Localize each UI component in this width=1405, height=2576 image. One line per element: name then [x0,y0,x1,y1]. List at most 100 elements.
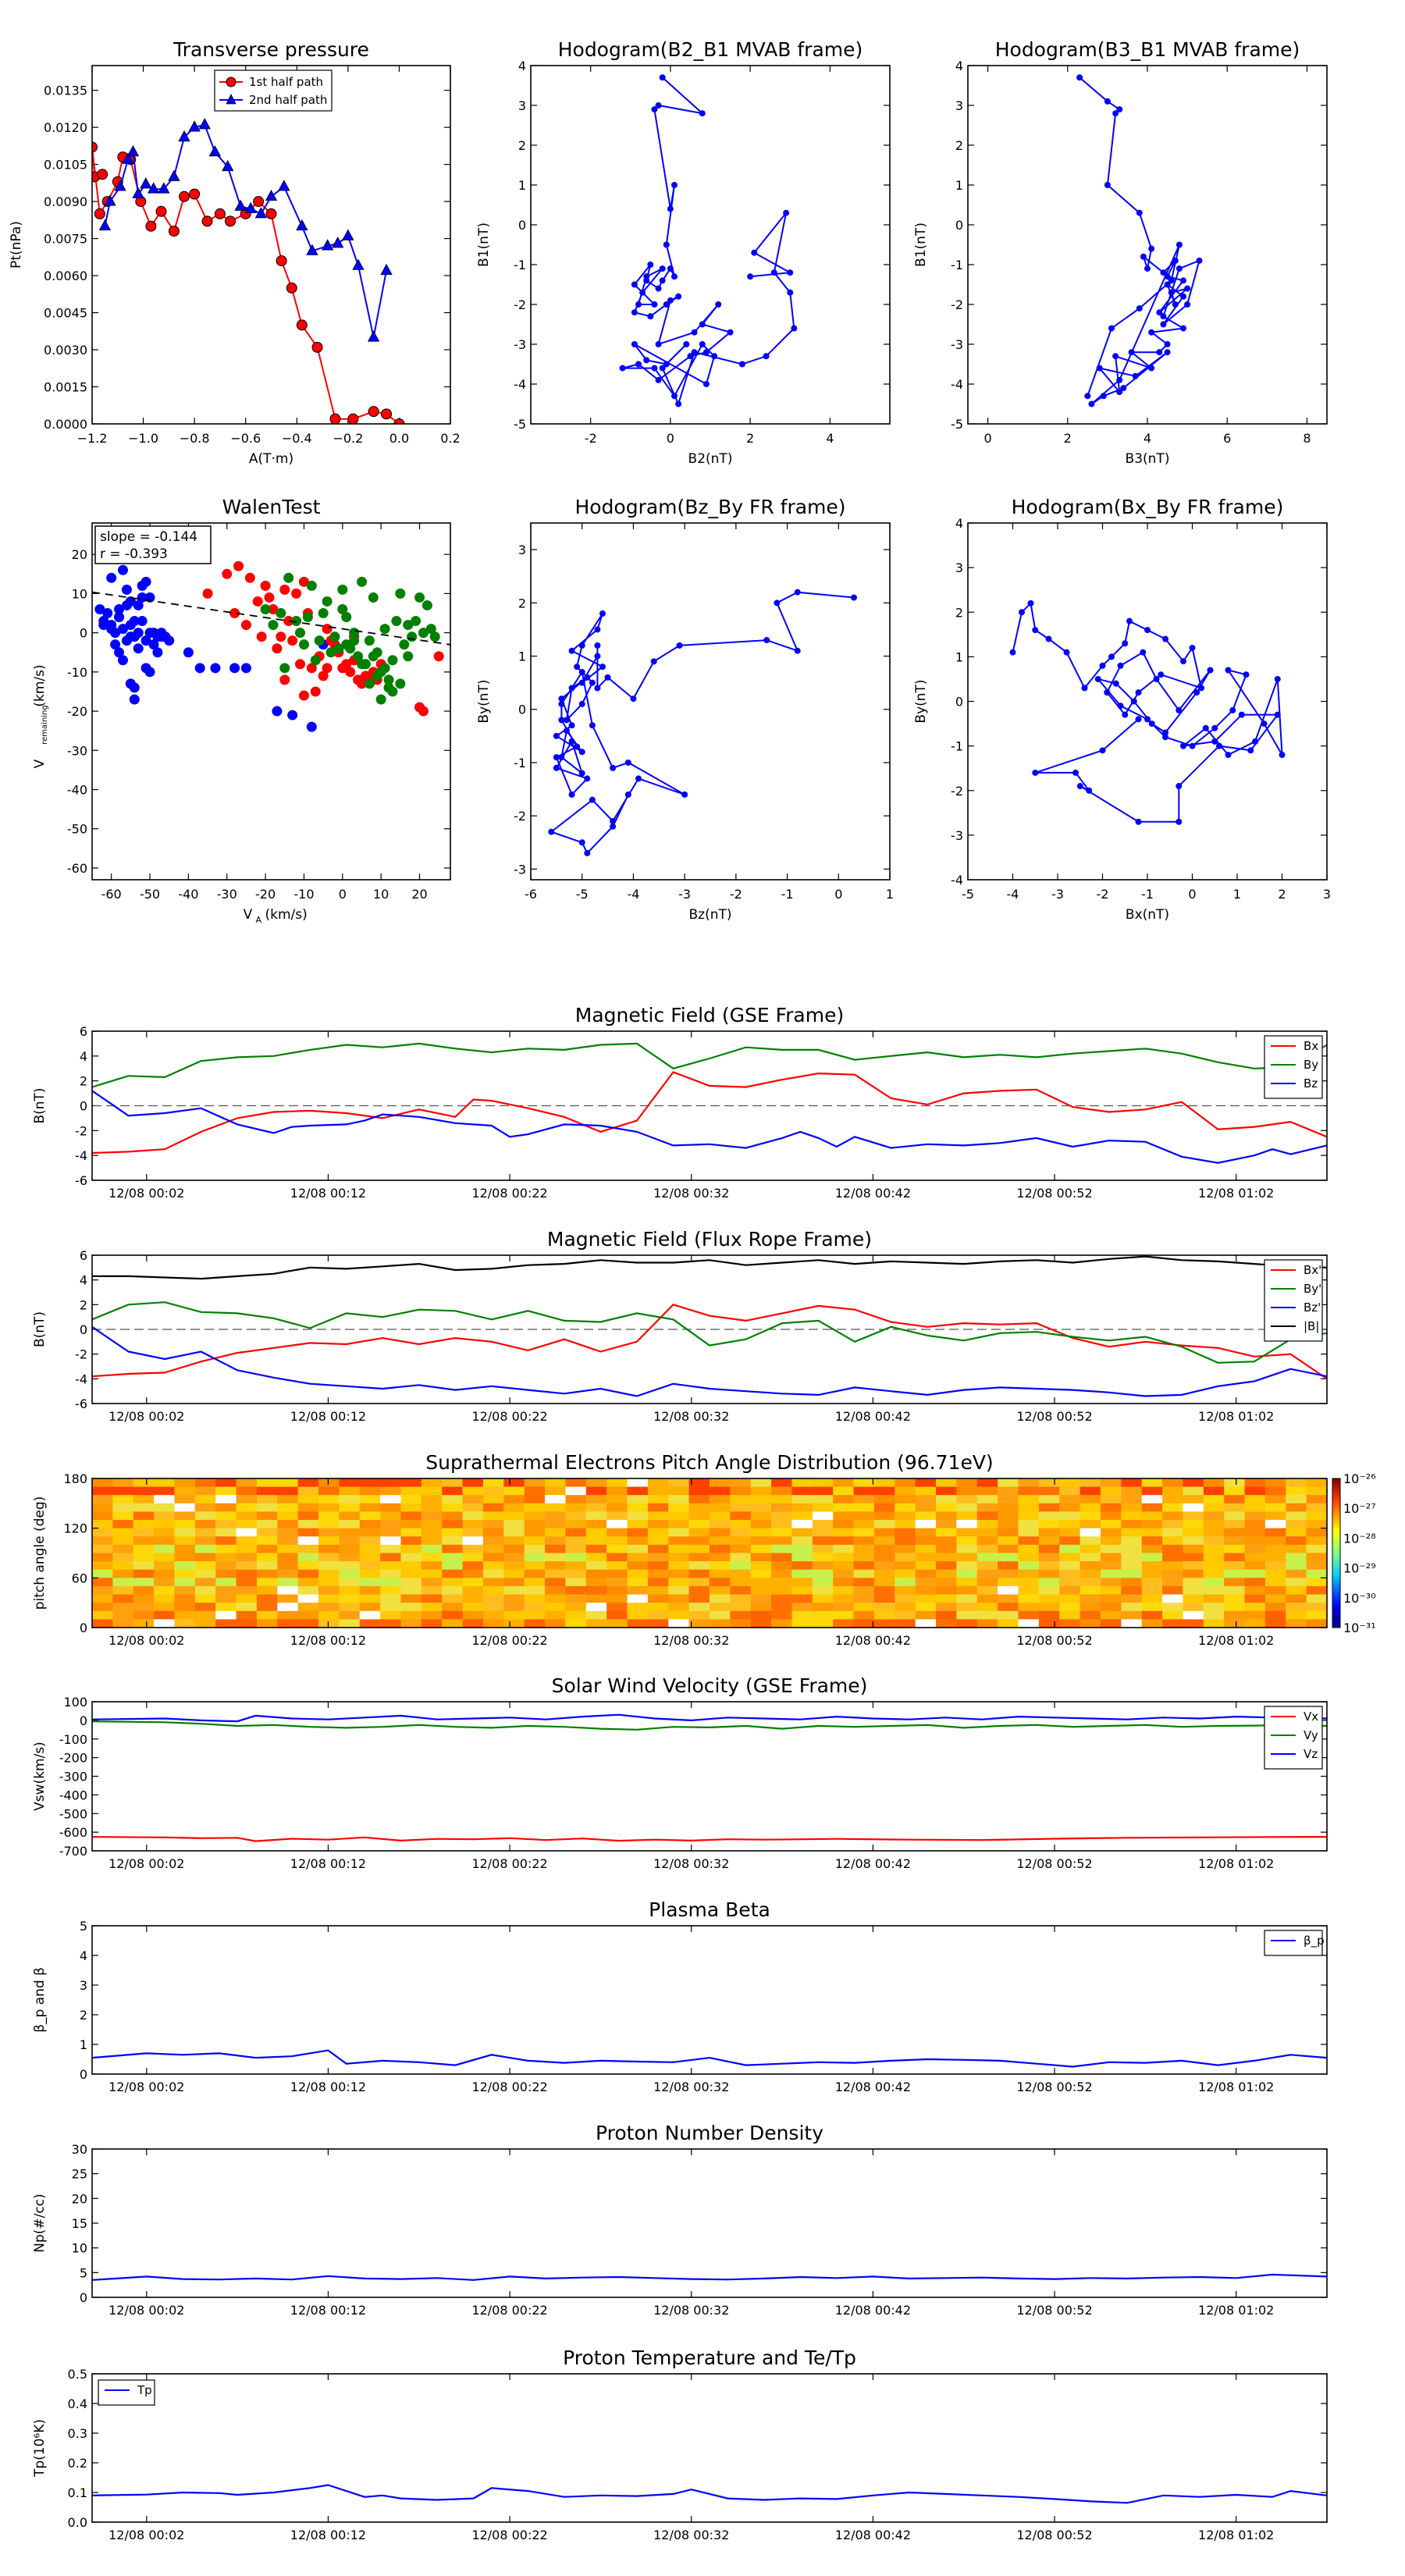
heatmap-cell [1224,1610,1246,1620]
x-tick-label: 12/08 00:32 [653,2303,729,2318]
heatmap-cell [1183,1619,1204,1628]
data-point [201,215,213,227]
heatmap-cell [915,1578,937,1587]
heatmap-cell [1121,1603,1143,1612]
x-tick-label: 20 [411,887,427,902]
heatmap-cell [1100,1520,1122,1529]
heatmap-cell [154,1503,176,1513]
heatmap-cell [1100,1610,1122,1620]
heatmap-cell [194,1478,216,1488]
heatmap-cell [92,1553,113,1562]
x-tick-label: -2 [1097,887,1109,902]
heatmap-cell [873,1511,895,1521]
data-point [1243,671,1250,678]
data-point [1144,716,1151,723]
heatmap-cell [833,1520,855,1529]
heatmap-cell [318,1495,340,1504]
heatmap-cell [1162,1578,1184,1587]
heatmap-cell [339,1553,361,1562]
y-tick-label: -4 [951,377,963,392]
data-point [699,321,706,328]
heatmap-cell [1121,1553,1143,1562]
data-point [178,130,190,142]
data-point [578,679,585,686]
data-point [1153,675,1160,682]
heatmap-cell [976,1486,998,1496]
data-point [306,721,317,732]
data-point [210,663,221,674]
data-point [265,208,277,219]
data-point [1211,738,1218,745]
y-tick-label: 0 [80,1621,87,1635]
heatmap-cell [668,1528,690,1537]
heatmap-cell [545,1553,567,1562]
data-point [711,353,718,360]
data-point [610,823,617,830]
y-tick-label: -1 [951,739,963,754]
heatmap-cell [112,1603,134,1612]
heatmap-cell [194,1495,216,1504]
heatmap-cell [647,1503,669,1513]
heatmap-cell [771,1578,793,1587]
data-point [399,639,410,650]
y-tick-label: 2 [80,2008,87,2023]
series-line [1012,601,1283,823]
heatmap-cell [442,1619,464,1628]
heatmap-cell [359,1585,381,1596]
heatmap-cell [462,1585,484,1596]
heatmap-cell [421,1578,443,1587]
heatmap-cell [133,1495,155,1504]
hodogram-chart: Hodogram(B2_B1 MVAB frame)-2 0 2 4-5-4-3-2-… [476,38,891,467]
heatmap-cell [462,1603,484,1612]
data-point [1176,706,1183,713]
data-point [433,651,444,662]
heatmap-cell [750,1520,772,1529]
y-tick-label: 0.3 [68,2426,87,2441]
heatmap-cell [154,1585,176,1596]
heatmap-cell [1059,1561,1081,1571]
heatmap-cell [1244,1578,1266,1587]
heatmap-cell [668,1594,690,1603]
heatmap-cell [956,1536,978,1546]
heatmap-cell [154,1536,176,1546]
heatmap-cell [956,1486,978,1496]
heatmap-cell [936,1594,957,1603]
heatmap-cell [833,1503,855,1513]
heatmap-cell [710,1603,731,1612]
data-point [272,706,283,717]
data-point [403,651,414,662]
heatmap-cell [1018,1536,1040,1546]
heatmap-cell [318,1594,340,1603]
heatmap-cell [174,1553,196,1562]
heatmap-cell [215,1619,237,1628]
heatmap-cell [565,1520,587,1529]
heatmap-cell [627,1578,649,1587]
y-tick-label: 2 [955,605,963,620]
heatmap-cell [524,1528,546,1537]
heatmap-cell [1244,1536,1266,1546]
heatmap-cell [750,1528,772,1537]
heatmap-cell [297,1594,319,1603]
heatmap-cell [503,1569,525,1578]
heatmap-cell [585,1503,607,1513]
hodogram-chart: Hodogram(B3_B1 MVAB frame)0 2 4 6 8-5-4-3-2-… [913,38,1328,467]
heatmap-cell [585,1511,607,1521]
data-point [643,273,650,280]
y-tick-label: 20 [72,2191,87,2206]
heatmap-cell [1080,1478,1101,1488]
heatmap-cell [462,1495,484,1504]
heatmap-cell [112,1578,134,1587]
heatmap-cell [1121,1585,1143,1596]
heatmap-cell [1264,1544,1286,1554]
heatmap-cell [791,1478,813,1488]
data-point [1076,74,1083,81]
timeseries-chart: 12/08 00:02 12/08 00:12 12/08 00:22 12/08 0… [32,2347,1328,2542]
data-point [287,635,298,646]
data-point [558,700,565,707]
legend-label: Tp [137,2383,152,2397]
heatmap-cell [380,1486,402,1496]
heatmap-cell [462,1544,484,1554]
x-tick-label: 12/08 00:12 [290,1633,366,1648]
heatmap-cell [771,1561,793,1571]
heatmap-cell [194,1520,216,1529]
